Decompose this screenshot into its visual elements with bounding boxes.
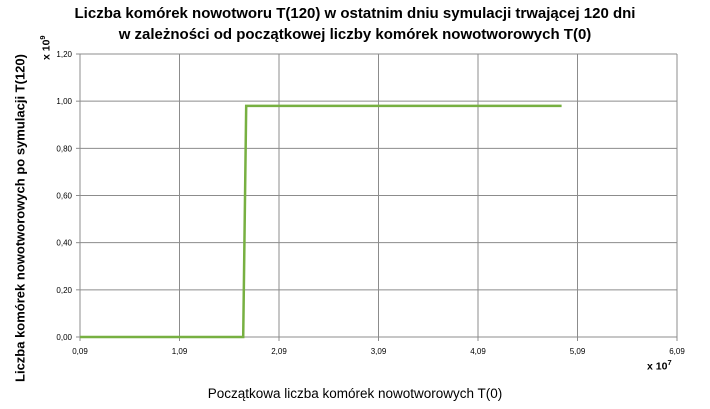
y-tick-label: 0,60 xyxy=(56,192,72,201)
chart-title-line-2: w zależności od początkowej liczby komór… xyxy=(118,26,592,43)
x-axis-multiplier-exponent: 7 xyxy=(667,358,672,367)
y-tick-label: 0,40 xyxy=(56,239,72,248)
y-tick-label: 0,00 xyxy=(56,333,72,342)
chart-title: Liczba komórek nowotworu T(120) w ostatn… xyxy=(0,3,710,45)
x-tick-label: 3,09 xyxy=(371,347,387,356)
y-tick-label: 1,20 xyxy=(56,50,72,59)
chart-title-line-1: Liczba komórek nowotworu T(120) w ostatn… xyxy=(74,5,636,22)
x-axis-multiplier: x 107 xyxy=(647,358,672,373)
x-tick-label: 5,09 xyxy=(570,347,586,356)
y-tick-label: 0,20 xyxy=(56,286,72,295)
x-tick-label: 2,09 xyxy=(271,347,287,356)
x-tick-label: 6,09 xyxy=(669,347,685,356)
x-tick-label: 1,09 xyxy=(172,347,188,356)
y-tick-label: 0,80 xyxy=(56,144,72,153)
x-axis-label: Początkowa liczba komórek nowotworowych … xyxy=(207,386,503,401)
x-axis-multiplier-base: x 10 xyxy=(647,360,668,373)
series-line xyxy=(80,104,562,339)
y-tick-label: 1,00 xyxy=(56,97,72,106)
x-tick-label: 0,09 xyxy=(72,347,88,356)
x-tick-label: 4,09 xyxy=(470,347,486,356)
